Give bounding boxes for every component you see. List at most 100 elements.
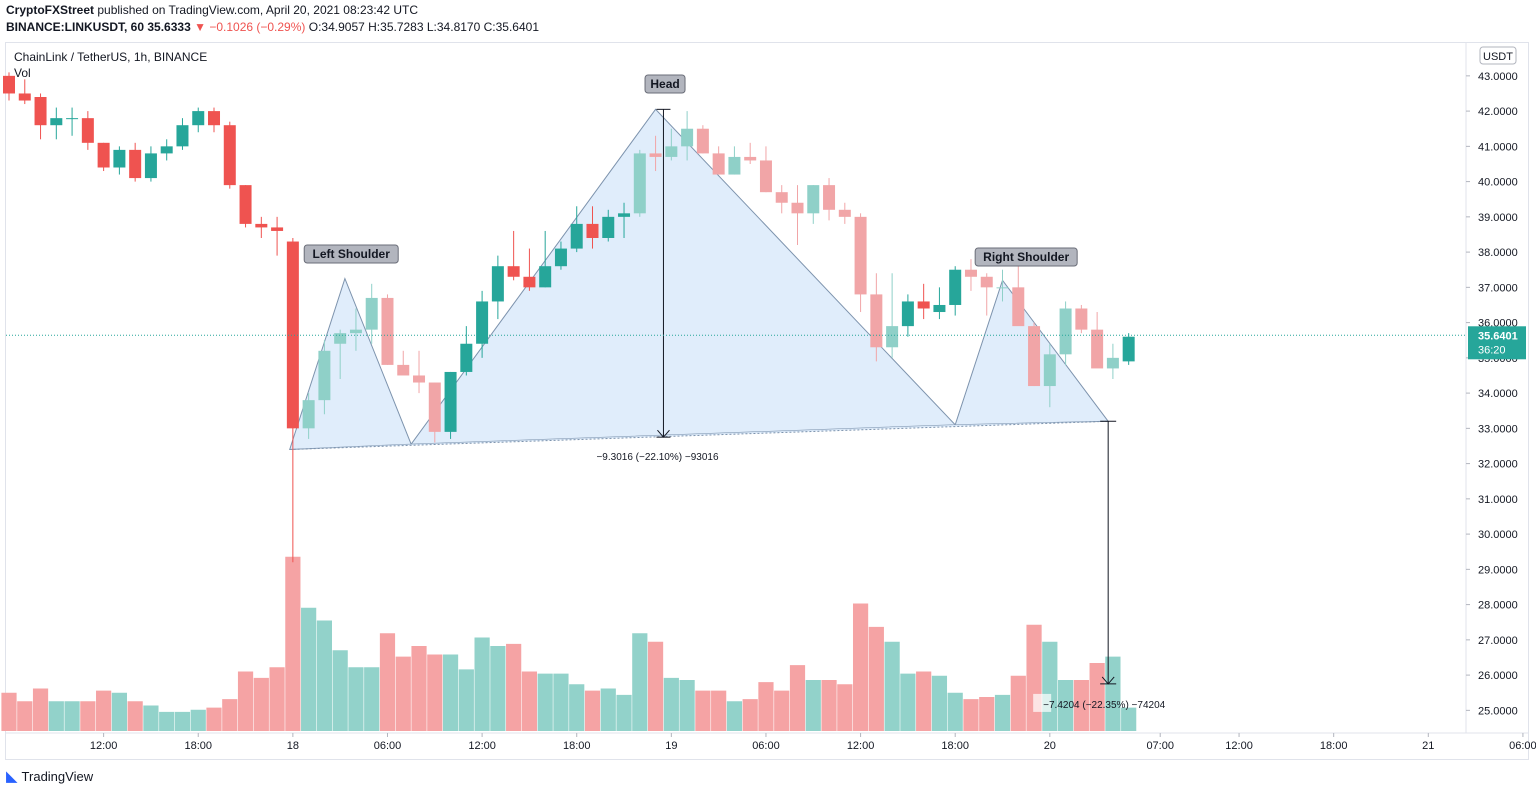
candle-body [476, 301, 489, 344]
volume-bar [1026, 624, 1042, 731]
candle [160, 139, 173, 161]
footer: ◣ TradingView [6, 766, 93, 786]
candle [964, 259, 977, 291]
candle [176, 118, 189, 150]
footer-brand[interactable]: TradingView [21, 768, 94, 784]
volume-bar [947, 692, 963, 731]
y-tick-label: 34.0000 [1478, 388, 1518, 400]
axis-layer: 25.0000 26.0000 27.0000 28.0000 29.0000 30.00… [6, 43, 1536, 752]
candle [838, 202, 851, 224]
y-tick-label: 43.0000 [1478, 71, 1518, 83]
candle-body [618, 213, 631, 217]
candle [365, 283, 378, 344]
volume-bar [1042, 641, 1058, 731]
volume-bar [805, 680, 821, 731]
x-tick-label: 18:00 [184, 740, 212, 752]
volume-bar [695, 690, 711, 731]
candle-body [192, 111, 205, 126]
candle-body [712, 153, 725, 175]
candle-body [97, 142, 110, 168]
volume-bar [96, 690, 112, 731]
candle-body [964, 269, 977, 277]
candle [1028, 322, 1041, 387]
candle-body [933, 304, 946, 313]
volume-bar [332, 650, 348, 731]
y-tick-label: 42.0000 [1478, 106, 1518, 118]
currency-badge[interactable]: USDT [1479, 46, 1517, 65]
candle-body [759, 160, 772, 193]
volume-bar [663, 677, 679, 731]
volume-layer [1, 556, 1137, 731]
volume-bar [569, 684, 585, 731]
annotation-layer: −9.3016 (−22.10%) −93016 −7.4204 (−22.35%… [303, 74, 1166, 712]
candle-body [901, 301, 914, 327]
volume-bar [979, 697, 995, 731]
candle-body [428, 382, 441, 432]
candle [81, 111, 94, 150]
candle [554, 241, 567, 270]
candle-body [50, 118, 63, 126]
candle-body [239, 185, 252, 224]
candle [239, 185, 252, 228]
volume-bar [395, 656, 411, 731]
currency-badge-box [1479, 46, 1517, 65]
last-price: 35.6333 [147, 20, 191, 34]
x-tick-label: 18 [287, 740, 299, 752]
ohlc-close: C:35.6401 [483, 20, 539, 34]
volume-bar [584, 690, 601, 731]
candle [113, 146, 126, 175]
candle [665, 128, 678, 161]
volume-bar [916, 671, 932, 731]
left-shoulder-label-text: Left Shoulder [313, 247, 391, 261]
volume-bar [348, 667, 364, 731]
candle [854, 213, 867, 313]
volume-bar [159, 711, 175, 731]
x-tick-label: 12:00 [468, 740, 496, 752]
candle-body [18, 93, 31, 101]
y-tick-label: 31.0000 [1478, 494, 1518, 506]
volume-bar [253, 677, 269, 731]
volume-bar [1105, 656, 1121, 731]
tradingview-logo-icon[interactable]: ◣ [6, 768, 18, 785]
candle [791, 185, 804, 246]
volume-bar [379, 633, 396, 731]
x-tick-label: 18:00 [941, 740, 969, 752]
y-tick-label: 41.0000 [1478, 141, 1518, 153]
candle [728, 146, 741, 175]
candle-body [381, 297, 394, 365]
candle [491, 255, 504, 320]
candle [1106, 343, 1119, 379]
candle [917, 283, 930, 320]
candle-body [870, 294, 883, 348]
x-tick-label: 20 [1044, 740, 1056, 752]
candle [1012, 255, 1025, 327]
candle-body [413, 375, 426, 383]
candle-body [1091, 329, 1104, 369]
candle [823, 178, 836, 221]
volume-bar [1, 692, 17, 731]
candle-body [554, 248, 567, 267]
candle-body [681, 128, 694, 147]
candle [3, 72, 15, 101]
publisher-name[interactable]: CryptoFXStreet [6, 3, 95, 17]
published-text: published on TradingView.com, April 20, … [97, 3, 419, 17]
candle [1122, 333, 1135, 365]
x-tick-label: 12:00 [90, 740, 118, 752]
candle-body [1059, 308, 1072, 355]
target-label-bg [1033, 693, 1052, 712]
right-shoulder-label: Right Shoulder [974, 247, 1078, 267]
candle-body [349, 329, 362, 334]
candle [681, 111, 694, 161]
volume-bar [427, 654, 443, 731]
x-tick-label: 12:00 [847, 740, 875, 752]
candle-body [744, 156, 757, 161]
volume-bar [411, 646, 427, 731]
candle-body [113, 149, 126, 168]
volume-bar [190, 709, 206, 731]
candle [50, 107, 63, 140]
candle-body [1075, 308, 1088, 330]
candle [807, 185, 820, 224]
candle [933, 287, 946, 320]
candle-body [318, 350, 331, 401]
